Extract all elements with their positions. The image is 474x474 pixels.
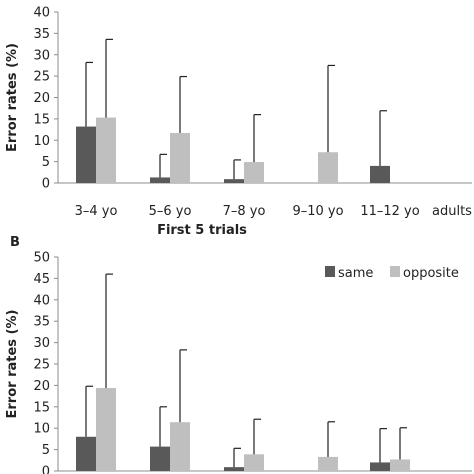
bar-opposite-9–10 yo	[318, 152, 338, 183]
x-tick-label: adults	[432, 204, 472, 219]
x-tick-label: 9–10 yo	[292, 204, 343, 219]
y-tick-label: 35	[33, 27, 50, 42]
x-tick-label: 7–8 yo	[223, 204, 266, 219]
x-tick-label: 5–6 yo	[149, 204, 192, 219]
y-tick-label: 20	[33, 379, 50, 394]
bar-same-5–6 yo	[150, 177, 170, 183]
y-tick-label: 25	[33, 70, 50, 85]
bar-opposite-9–10 yo	[318, 456, 338, 471]
y-tick-label: 5	[42, 443, 50, 458]
y-tick-label: 15	[33, 400, 50, 415]
bar-same-3–4 yo	[76, 126, 96, 183]
y-tick-label: 0	[42, 465, 50, 474]
y-tick-label: 35	[33, 315, 50, 330]
bar-same-7–8 yo	[224, 179, 244, 183]
y-tick-label: 45	[33, 272, 50, 287]
y-axis-title: Error rates (%)	[5, 43, 20, 152]
y-tick-label: 30	[33, 48, 50, 63]
bar-opposite-3–4 yo	[96, 117, 116, 183]
bar-same-11–12 yo	[370, 462, 390, 471]
y-tick-label: 15	[33, 112, 50, 127]
legend-swatch-same	[325, 266, 335, 277]
bar-opposite-7–8 yo	[244, 162, 264, 183]
y-axis-title: Error rates (%)	[5, 310, 20, 419]
bar-opposite-3–4 yo	[96, 387, 116, 471]
y-tick-label: 10	[33, 422, 50, 437]
bar-same-11–12 yo	[370, 165, 390, 183]
legend-label-opposite: opposite	[403, 266, 459, 281]
bar-same-5–6 yo	[150, 446, 170, 471]
y-tick-label: 20	[33, 91, 50, 106]
x-tick-label: 11–12 yo	[360, 204, 419, 219]
legend-swatch-opposite	[390, 266, 400, 277]
y-tick-label: 0	[42, 177, 50, 192]
y-tick-label: 50	[33, 251, 50, 266]
y-tick-label: 40	[33, 6, 50, 21]
y-tick-label: 30	[33, 336, 50, 351]
panel-b-chart: 0 5 10 15 20 25 30 35 40 45 50 Error rates (%) Bsame…	[5, 235, 472, 474]
panel-letter: B	[10, 235, 20, 250]
bar-opposite-5–6 yo	[170, 422, 190, 471]
y-tick-label: 25	[33, 358, 50, 373]
y-tick-label: 5	[42, 155, 50, 170]
y-tick-label: 40	[33, 293, 50, 308]
bar-same-3–4 yo	[76, 436, 96, 471]
bar-opposite-11–12 yo	[390, 459, 410, 471]
legend: same opposite	[325, 266, 459, 281]
x-axis-title: First 5 trials	[157, 223, 247, 238]
legend-label-same: same	[338, 266, 373, 281]
bar-opposite-5–6 yo	[170, 132, 190, 183]
bar-same-7–8 yo	[224, 467, 244, 471]
bar-opposite-7–8 yo	[244, 454, 264, 471]
x-tick-label: 3–4 yo	[75, 204, 118, 219]
panel-a-first-5-trials-chart: 0 5 10 15 20 25 30 35 40 Error rates (%) 3–4 yo 5–6…	[5, 6, 472, 239]
y-tick-label: 10	[33, 134, 50, 149]
